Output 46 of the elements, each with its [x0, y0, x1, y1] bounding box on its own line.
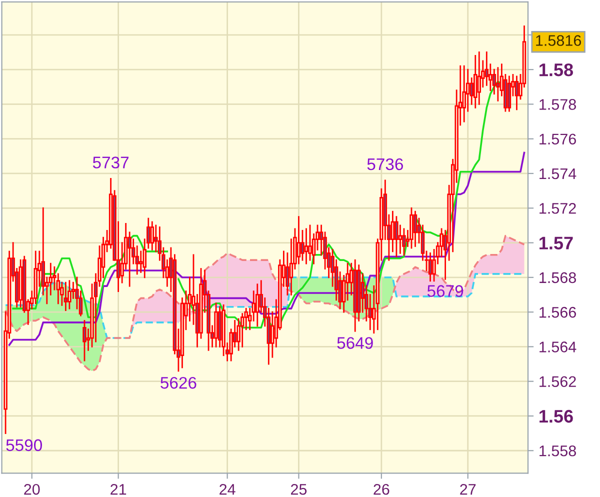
y-tick-label: 1.576: [540, 134, 576, 145]
candlestick: [496, 67, 500, 102]
candlestick: [150, 221, 154, 250]
candlestick: [514, 76, 519, 110]
candlestick: [64, 282, 68, 312]
candlestick: [300, 230, 304, 261]
y-tick-label: 1.58: [540, 63, 574, 76]
candlestick: [308, 224, 312, 261]
candlestick: [402, 228, 406, 256]
y-tick-label: 1.57: [540, 236, 573, 250]
y-tick-label: 1.572: [540, 202, 576, 214]
candlestick: [296, 216, 301, 264]
annotation: 5679: [427, 285, 464, 297]
candlestick: [394, 216, 398, 258]
candlestick: [139, 250, 143, 273]
candlestick: [68, 280, 72, 310]
y-tick-label: 1.56: [540, 410, 573, 423]
y-tick-label: 1.578: [540, 99, 576, 110]
candlestick: [462, 65, 466, 122]
x-tick-label: 24: [220, 484, 236, 495]
candlestick: [256, 284, 260, 327]
y-tick-label: 1.568: [540, 272, 576, 284]
x-tick-label: 25: [291, 484, 307, 495]
annotation: 5736: [367, 158, 403, 170]
candlestick: [304, 228, 308, 264]
annotation: 5590: [6, 439, 42, 452]
candlestick: [474, 54, 478, 108]
text: 1.5816: [536, 35, 581, 46]
x-tick-label: 26: [374, 484, 390, 495]
y-tick-label: 1.562: [540, 376, 576, 388]
x-tick-label: 27: [460, 484, 476, 495]
candlestick: [428, 252, 432, 282]
annotation: 5737: [92, 156, 128, 168]
candlestick: [413, 210, 418, 247]
x-tick-label: 20: [24, 484, 40, 495]
y-tick-label: 1.558: [540, 445, 576, 456]
candlestick: [477, 52, 481, 105]
x-tick-label: 21: [110, 484, 126, 495]
y-tick-label: 1.564: [540, 342, 576, 352]
candlestick: [82, 320, 86, 362]
y-tick-label: 1.566: [540, 306, 576, 318]
candlestick: [128, 232, 132, 287]
annotation: 5626: [160, 376, 196, 389]
candlestick: [398, 224, 402, 254]
y-tick-label: 1.574: [540, 168, 576, 180]
annotation: 5649: [337, 337, 373, 349]
